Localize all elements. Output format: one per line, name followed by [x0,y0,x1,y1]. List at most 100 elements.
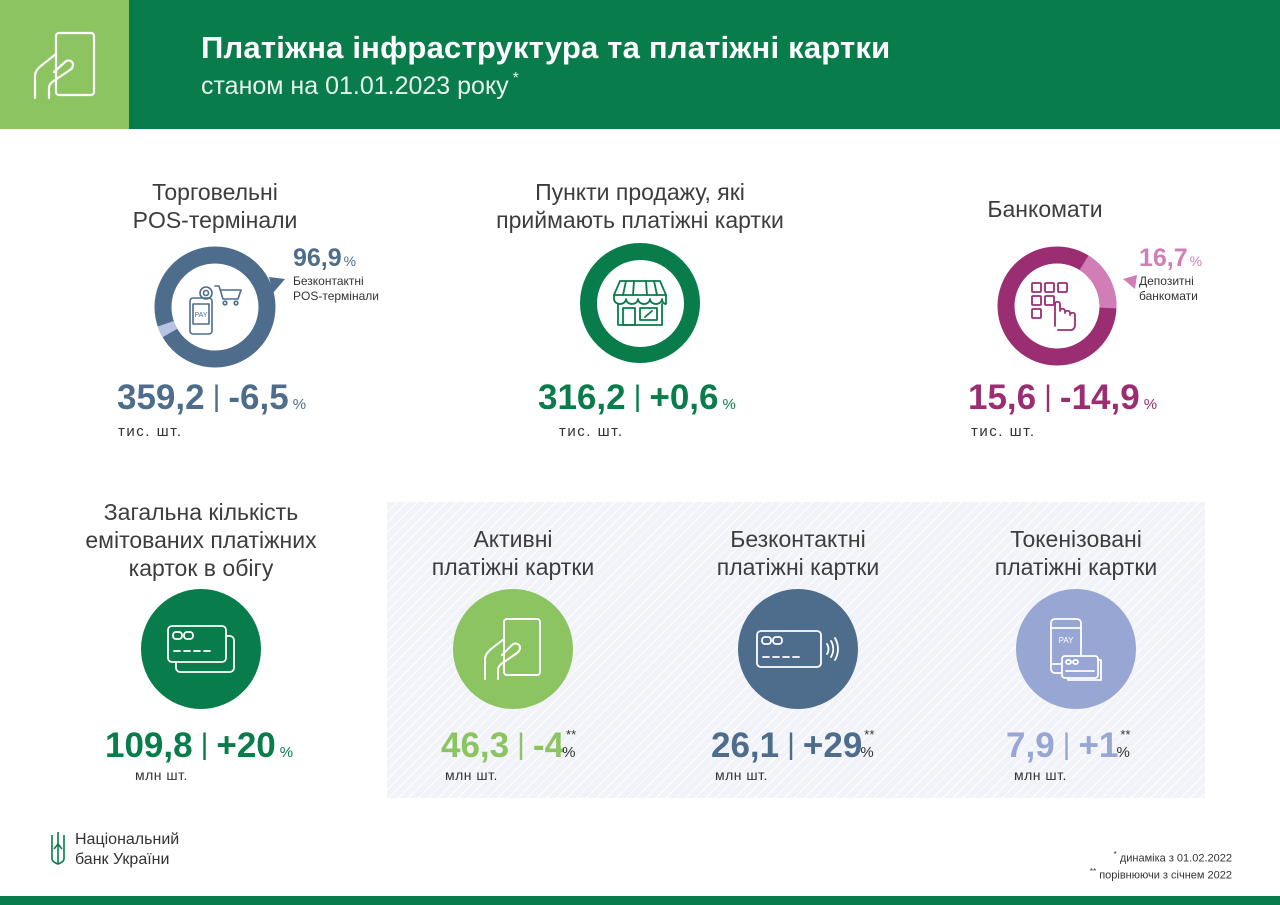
svg-text:PAY: PAY [1059,636,1074,645]
contactless-cards-stat: 26,1 | +29 **% [711,726,874,766]
atm-share-value: 16,7% [1139,244,1202,273]
separator: | [1044,380,1052,413]
header-icon-box [0,0,129,129]
bank-name-line1: Національний [75,831,180,848]
pos-unit: тис. шт. [118,423,183,440]
atm-share-label-line1: Депозитні [1139,274,1194,288]
footnote-2: ** порівнюючи з січнем 2022 [1090,867,1232,882]
atm-change: -14,9 [1059,378,1140,417]
footnote-1: * динаміка з 01.02.2022 [1114,850,1232,865]
total-cards-stat: 109,8 | +20% [105,726,293,766]
pos-change: -6,5 [228,378,289,417]
separator: | [212,380,221,413]
pos-share-callout: 96,9% Безконтактні POS-термінали [293,244,379,304]
pos-terminal-pay-icon: PAY [189,285,242,335]
atm-unit: тис. шт. [971,423,1036,440]
separator: | [517,728,525,761]
separator: | [1062,728,1071,761]
footnote-1-text: динаміка з 01.02.2022 [1119,852,1232,865]
bank-name: Національний банк України [75,830,179,870]
active-cards-title-line2: платіжні картки [431,554,595,580]
contactless-cards-title: Безконтактні платіжні картки [688,525,908,581]
tokenized-cards-title-line2: платіжні картки [994,554,1158,580]
tokenized-cards-change-pct: % [1116,744,1130,761]
pos-share-label: Безконтактні POS-термінали [293,274,379,304]
total-cards-value: 109,8 [105,726,193,765]
contactless-cards-footnote-mark: ** [864,727,875,742]
active-cards-change-pct: % [562,744,576,761]
pos-stat: 359,2 | -6,5% [117,378,306,418]
outlets-title-line1: Пункти продажу, які [535,179,745,205]
contactless-cards-value: 26,1 [711,726,780,765]
cards-stack-icon [167,625,235,673]
phone-pay-card-icon: PAY [1050,618,1102,681]
active-cards-value: 46,3 [441,726,510,765]
pos-title-line2: POS-термінали [132,207,298,233]
contactless-cards-circle [738,589,858,709]
active-cards-stat: 46,3 | -4 **% [441,726,576,766]
tokenized-cards-unit: млн шт. [1014,767,1067,783]
pos-donut-remainder [154,246,276,368]
atm-donut [997,246,1117,366]
pos-change-pct: % [292,396,307,413]
outlets-unit: тис. шт. [559,423,624,440]
hand-card-icon [484,618,541,680]
tokenized-cards-change: +1 [1078,726,1119,765]
pos-share-number: 96,9 [293,244,342,272]
nbu-logo-icon [51,832,65,865]
active-cards-title-line1: Активні [473,526,553,552]
total-cards-circle [141,589,261,709]
atm-share-number: 16,7 [1139,244,1188,272]
total-cards-title-line2: емітованих платіжних [85,527,317,553]
contactless-cards-title-line1: Безконтактні [730,526,866,552]
outlets-change-pct: % [722,396,736,413]
pos-share-label-line1: Безконтактні [293,274,364,288]
footnote-1-mark: * [1113,850,1117,859]
atm-change-pct: % [1143,396,1158,413]
atm-stat: 15,6 | -14,9% [968,378,1157,418]
total-cards-title-line1: Загальна кількість [103,499,299,525]
separator: | [633,380,642,413]
svg-text:PAY: PAY [195,312,208,319]
contactless-cards-title-line2: платіжні картки [716,554,880,580]
outlets-stat: 316,2 | +0,6% [538,378,736,418]
tokenized-cards-circle: PAY [1016,589,1136,709]
tokenized-cards-footnote-mark: ** [1120,727,1131,742]
atm-callout-arrow [1123,275,1137,289]
pos-share-label-line2: POS-термінали [293,289,379,303]
contactless-card-icon [756,630,839,668]
total-cards-change-pct: % [279,744,294,761]
outlets-donut [580,243,700,363]
subtitle-footnote-mark: * [512,70,519,87]
pos-share-value: 96,9% [293,244,379,273]
contactless-cards-change: +29 [802,726,863,765]
footnote-2-text: порівнюючи з січнем 2022 [1099,869,1232,882]
contactless-cards-unit: млн шт. [715,767,768,783]
active-cards-circle [453,589,573,709]
active-cards-change: -4 [532,726,565,765]
tokenized-cards-title: Токенізовані платіжні картки [966,525,1186,581]
tokenized-cards-title-line1: Токенізовані [1010,526,1142,552]
page-title: Платіжна інфраструктура та платіжні карт… [201,30,891,65]
total-cards-title: Загальна кількість емітованих платіжних … [60,498,342,582]
pos-donut-ring [154,246,276,368]
outlets-donut-inner [596,259,684,347]
tokenized-cards-value: 7,9 [1006,726,1055,765]
header-bar: Платіжна інфраструктура та платіжні карт… [0,0,1280,129]
shop-storefront-icon [613,280,667,326]
pos-share-pct: % [343,253,357,269]
atm-share-callout: 16,7% Депозитні банкомати [1139,244,1202,304]
pos-callout-arrow [269,277,285,293]
page-subtitle: станом на 01.01.2023 року * [201,70,519,101]
outlets-change: +0,6 [649,378,719,417]
footnote-2-mark: ** [1089,867,1097,876]
pos-value: 359,2 [117,378,205,417]
atm-title: Банкомати [987,196,1103,222]
active-cards-unit: млн шт. [445,767,498,783]
subtitle-text: станом на 01.01.2023 року [201,72,509,100]
atm-share-label: Депозитні банкомати [1139,274,1202,304]
separator: | [787,728,795,761]
contactless-cards-change-pct: % [860,744,874,761]
outlets-value: 316,2 [538,378,626,417]
pos-title-line1: Торговельні [152,179,278,205]
